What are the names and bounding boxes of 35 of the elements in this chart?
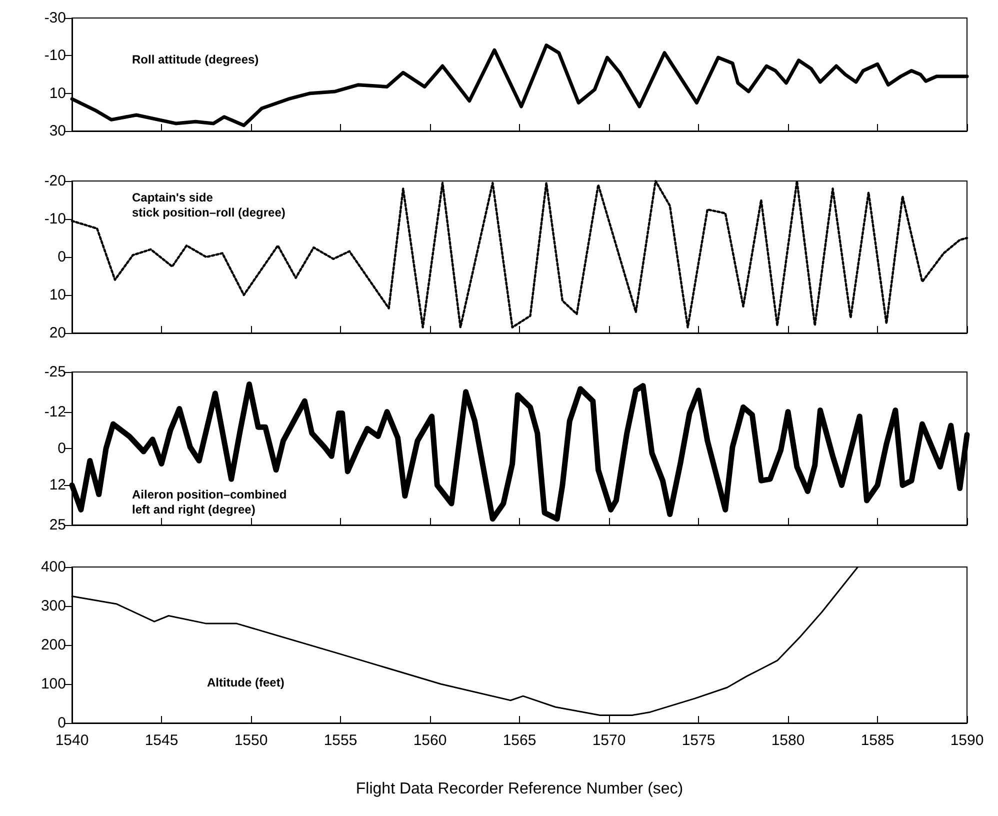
y-tick-label: 10 [49, 84, 66, 102]
y-tick-label: 12 [49, 476, 66, 494]
y-tick-label: -20 [44, 172, 66, 190]
y-tick-label: 20 [49, 324, 66, 342]
x-axis-title: Flight Data Recorder Reference Number (sec) [356, 780, 684, 798]
x-tick-label: 1540 [55, 732, 89, 749]
y-tick-label: 0 [58, 248, 66, 266]
y-tick-label: -25 [44, 364, 66, 380]
x-tick-label: 1590 [950, 732, 984, 749]
y-tick-label: 400 [40, 558, 66, 576]
y-tick-label: 300 [40, 598, 66, 614]
x-tick-label: 1570 [592, 732, 626, 749]
text: Captain's side stick position–roll (degree) [132, 190, 286, 220]
x-tick-label: 1565 [502, 732, 536, 749]
x-tick-label: 1585 [860, 732, 894, 749]
x-tick-label: 1545 [144, 732, 178, 749]
x-tick-label: 1550 [234, 732, 268, 749]
text: Aileron position–combined left and right (degree) [132, 488, 287, 516]
y-tick-label: -12 [44, 403, 66, 420]
x-tick-label: 1575 [682, 732, 716, 749]
text: Roll attitude (degrees) [132, 52, 259, 66]
y-tick-label: 25 [49, 516, 66, 534]
y-tick-label: -10 [44, 210, 66, 228]
y-tick-label: 100 [40, 676, 66, 692]
y-tick-label: 200 [40, 636, 66, 654]
y-tick-label: 0 [58, 440, 66, 457]
y-tick-label: 10 [49, 286, 66, 304]
x-tick-label: 1580 [771, 732, 805, 749]
y-tick-label: 0 [58, 714, 66, 732]
y-tick-label: -10 [44, 47, 66, 64]
x-tick-label: 1555 [324, 732, 358, 749]
x-tick-label: 1560 [413, 732, 447, 749]
y-tick-label: -30 [44, 10, 66, 26]
y-tick-label: 30 [49, 122, 66, 140]
text: Altitude (feet) [207, 676, 284, 690]
